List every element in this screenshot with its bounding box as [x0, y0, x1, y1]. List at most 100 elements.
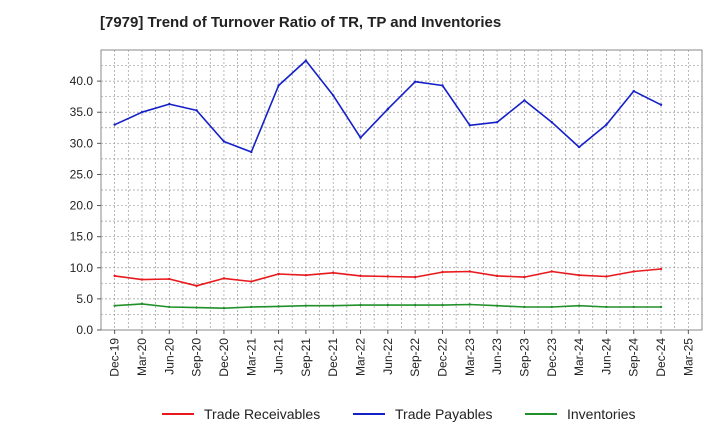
data-point-trade-receivables [550, 270, 553, 273]
data-point-trade-receivables [195, 284, 198, 288]
x-tick-label: Mar-25 [681, 338, 695, 376]
data-point-inventories [605, 305, 608, 309]
data-point-trade-receivables [113, 274, 116, 278]
x-tick-label: Dec-22 [435, 338, 449, 377]
x-tick-label: Sep-21 [299, 338, 313, 377]
data-point-inventories [523, 305, 526, 309]
x-tick-label: Mar-23 [463, 338, 477, 376]
data-point-trade-receivables [140, 278, 144, 281]
data-point-trade-payables [577, 145, 581, 149]
data-point-trade-receivables [441, 270, 444, 274]
data-point-trade-payables [550, 120, 553, 124]
data-point-trade-receivables [413, 275, 417, 279]
legend-label: Trade Receivables [204, 406, 320, 422]
x-tick-label: Jun-20 [162, 338, 176, 375]
x-tick-label: Sep-23 [517, 338, 531, 377]
data-point-inventories [277, 305, 280, 308]
data-point-inventories [332, 304, 335, 307]
y-tick-label: 5.0 [76, 292, 93, 306]
data-point-trade-receivables [605, 275, 608, 278]
y-tick-label: 10.0 [70, 261, 94, 275]
data-point-trade-payables [632, 89, 635, 93]
data-point-trade-payables [304, 59, 308, 62]
x-tick-label: Dec-19 [108, 338, 122, 377]
data-point-trade-payables [523, 99, 526, 102]
x-tick-label: Mar-21 [244, 338, 258, 376]
data-point-trade-receivables [632, 270, 635, 273]
x-tick-label: Sep-24 [627, 338, 641, 377]
y-tick-label: 40.0 [70, 74, 94, 88]
y-tick-label: 25.0 [70, 167, 94, 181]
data-point-trade-receivables [304, 274, 308, 277]
data-point-trade-payables [495, 120, 499, 124]
data-point-trade-receivables [222, 277, 226, 280]
data-point-inventories [413, 303, 417, 307]
data-point-trade-payables [250, 150, 253, 154]
x-tick-label: Jun-23 [490, 338, 504, 375]
data-point-inventories [386, 303, 390, 307]
x-tick-label: Jun-22 [381, 338, 395, 375]
data-point-trade-receivables [659, 267, 663, 271]
data-point-inventories [359, 303, 362, 307]
y-tick-label: 15.0 [70, 230, 94, 244]
x-tick-label: Dec-21 [326, 338, 340, 377]
data-point-trade-receivables [523, 275, 526, 279]
x-tick-label: Mar-24 [572, 338, 586, 376]
x-tick-label: Mar-20 [135, 338, 149, 376]
x-tick-label: Dec-23 [545, 338, 559, 377]
data-point-trade-payables [386, 107, 390, 111]
chart-title: [7979] Trend of Turnover Ratio of TR, TP… [100, 14, 502, 31]
data-point-trade-payables [113, 123, 116, 126]
x-tick-label: Sep-22 [408, 338, 422, 377]
data-point-inventories [250, 305, 253, 309]
data-point-inventories [550, 305, 553, 309]
data-point-trade-payables [441, 84, 444, 87]
data-point-trade-payables [332, 94, 335, 97]
data-point-inventories [195, 306, 198, 309]
data-point-trade-receivables [386, 275, 390, 278]
data-point-inventories [441, 303, 444, 307]
data-point-trade-payables [659, 103, 663, 106]
y-tick-label: 0.0 [76, 323, 93, 337]
data-point-trade-payables [168, 102, 171, 106]
y-tick-label: 30.0 [70, 136, 94, 150]
data-point-trade-receivables [168, 277, 171, 281]
data-point-trade-payables [140, 111, 144, 114]
grid [101, 50, 702, 330]
axes: 0.0 5.0 10.0 15.0 20.0 25.0 30.0 35.0 40.0 Dec-19… [70, 74, 696, 377]
data-point-inventories [468, 303, 471, 306]
x-tick-label: Jun-21 [272, 338, 286, 375]
legend-label: Trade Payables [395, 406, 493, 422]
x-tick-label: Dec-24 [654, 338, 668, 377]
x-tick-label: Mar-22 [354, 338, 368, 376]
data-point-trade-receivables [468, 270, 471, 273]
data-point-inventories [659, 305, 663, 309]
data-point-inventories [168, 305, 171, 309]
data-point-trade-receivables [577, 274, 581, 277]
data-point-inventories [140, 302, 144, 306]
data-point-inventories [222, 307, 226, 310]
x-tick-label: Dec-20 [217, 338, 231, 377]
data-point-trade-payables [222, 140, 226, 143]
data-point-trade-payables [413, 80, 417, 83]
series-group [113, 59, 663, 310]
data-point-inventories [495, 304, 499, 307]
data-point-trade-receivables [332, 271, 335, 274]
x-tick-label: Sep-20 [190, 338, 204, 377]
data-point-trade-receivables [277, 272, 280, 276]
y-tick-label: 35.0 [70, 105, 94, 119]
data-point-trade-payables [468, 124, 471, 127]
x-tick-label: Jun-24 [599, 338, 613, 375]
legend-label: Inventories [567, 406, 635, 422]
data-point-trade-payables [605, 123, 608, 126]
data-point-trade-receivables [250, 280, 253, 283]
data-point-trade-receivables [495, 274, 499, 278]
data-point-inventories [632, 305, 635, 309]
data-point-trade-payables [277, 84, 280, 87]
data-point-trade-receivables [359, 274, 362, 278]
legend: Trade Receivables Trade Payables Inventori… [162, 406, 635, 422]
data-point-inventories [304, 304, 308, 307]
data-point-inventories [577, 304, 581, 307]
data-point-trade-payables [195, 109, 198, 112]
